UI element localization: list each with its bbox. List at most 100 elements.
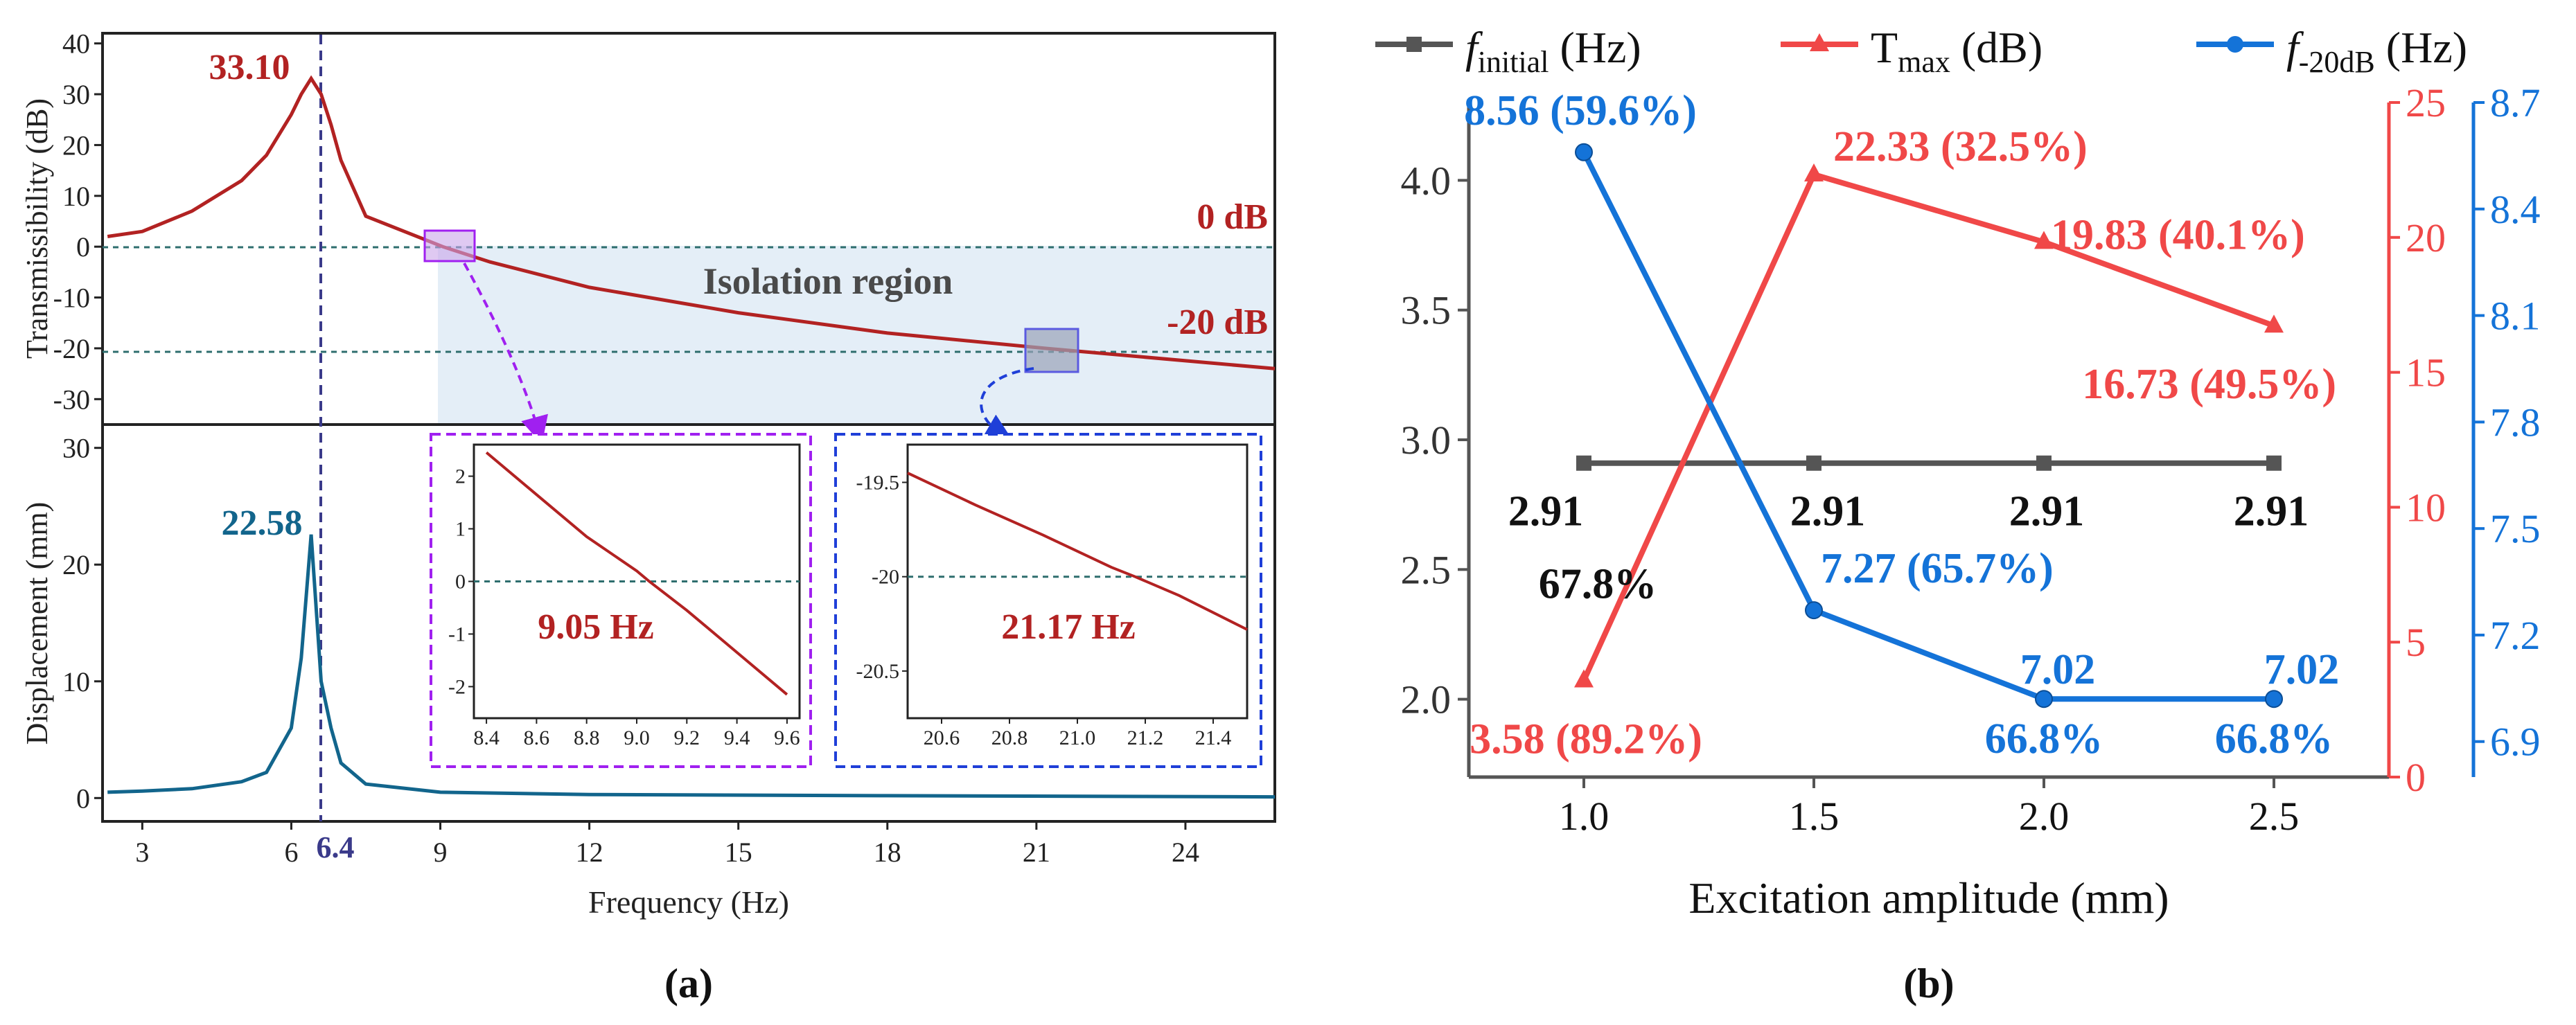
legend-label: finitial (Hz) (1465, 23, 1641, 79)
label-f-20db: 7.02 (2264, 646, 2340, 693)
label-f-initial-pct: 67.8% (1539, 561, 1657, 608)
ytick-label-tmax: 5 (2406, 620, 2426, 665)
displacement-curve (107, 534, 1276, 799)
xlabel-frequency: Frequency (Hz) (588, 884, 789, 920)
marker-f-20db (1805, 601, 1823, 620)
marker-t-max (1804, 163, 1824, 182)
inset-curve (907, 472, 1248, 631)
series-line-2 (1581, 151, 2274, 702)
marker-f-20db (1575, 143, 1593, 161)
series-line-1 (1581, 171, 2275, 682)
caption-a: (a) (664, 961, 713, 1006)
marker-f-20db (2035, 690, 2053, 708)
zoom-box-9hz (423, 229, 476, 262)
peak-frequency-label: 6.4 (317, 830, 355, 864)
ytick-label-transmissibility: 40 (62, 28, 90, 60)
label-f-20db-pct: 66.8% (1985, 715, 2103, 763)
ytick-label-tmax: 20 (2406, 215, 2446, 260)
ytick-label-left: 2.5 (1401, 547, 1452, 592)
ytick-label-transmissibility: -10 (53, 283, 90, 314)
legend-label: Tmax (dB) (1871, 23, 2043, 79)
peak-label-displacement: 22.58 (222, 503, 303, 543)
marker-t-max (2034, 231, 2054, 249)
inset-ytick-label: 2 (455, 465, 466, 488)
label-f-initial: 2.91 (1508, 488, 1584, 535)
inset-frame (906, 443, 1249, 720)
label-minus20db: -20 dB (1167, 303, 1268, 342)
ytick-label-transmissibility: 0 (76, 231, 90, 262)
inset-xtick-label: 9.0 (624, 727, 650, 749)
inset-xtick-label: 20.6 (924, 727, 960, 749)
ytick-label-displacement: 10 (62, 666, 90, 697)
ytick-label-tmax: 0 (2406, 755, 2426, 800)
inset-1-annotation: 9.05 Hz (538, 607, 654, 647)
xtick-label-frequency: 3 (135, 837, 149, 868)
xtick-label-excitation: 2.0 (2019, 794, 2070, 839)
ytick-label-f20db: 8.7 (2490, 80, 2541, 125)
xtick-label-frequency: 6 (284, 837, 298, 868)
marker-f-20db (2265, 690, 2283, 708)
inset-xtick-label: 8.8 (574, 727, 600, 749)
panel-b-axes: 1.0 1.5 2.0 2.5 2.0 2.5 3.0 3.5 4.0 0 5 10 15 20 25 6.9… (1401, 80, 2541, 839)
xtick-label-excitation: 2.5 (2249, 794, 2300, 839)
xtick-label-excitation: 1.5 (1789, 794, 1840, 839)
label-t-max: 3.58 (89.2%) (1470, 716, 1702, 763)
label-f-initial: 2.91 (1790, 488, 1866, 535)
label-f-20db-pct: 66.8% (2215, 715, 2334, 763)
legend-marker (1406, 37, 1422, 52)
panel-b-series (1574, 143, 2284, 708)
label-f-20db: 8.56 (59.6%) (1464, 87, 1697, 134)
ytick-label-transmissibility: 20 (62, 130, 90, 161)
ytick-label-left: 4.0 (1401, 158, 1452, 203)
zoom-box-21hz (1024, 328, 1079, 373)
label-0db: 0 dB (1197, 197, 1268, 237)
panel-a-bottom-frame (101, 423, 1276, 823)
xlabel-excitation: Excitation amplitude (mm) (1688, 873, 2169, 922)
ylabel-transmissibility: Transmissibility (dB) (20, 98, 54, 359)
inset-ytick-label: 1 (455, 518, 466, 541)
ytick-label-transmissibility: -20 (53, 333, 90, 364)
marker-f-initial (1576, 455, 1591, 471)
marker-t-max (1574, 669, 1594, 688)
inset-ytick-label: 0 (455, 571, 466, 594)
inset-frame (473, 443, 801, 720)
transmissibility-curve (107, 75, 1276, 371)
inset-xtick-label: 21.2 (1127, 727, 1164, 749)
legend-label: f-20dB (Hz) (2286, 23, 2467, 79)
marker-f-initial (1806, 455, 1821, 471)
inset-2: 20.6 20.8 21.0 21.2 21.4 -19.5 -20 -20.5 (856, 443, 1249, 749)
inset-xtick-label: 9.2 (674, 727, 700, 749)
caption-b: (b) (1903, 961, 1954, 1006)
inset-xtick-label: 9.6 (774, 727, 800, 749)
panel-b-data-labels: 2.91 2.91 2.91 2.91 67.8% 3.58 (89.2%) 22.33 (… (1464, 87, 2339, 763)
ytick-label-displacement: 0 (76, 783, 90, 814)
xtick-label-frequency: 12 (576, 837, 603, 868)
ytick-label-displacement: 20 (62, 549, 90, 580)
legend: finitial (Hz) Tmax (dB) f-20dB (Hz) (1375, 23, 2467, 79)
ytick-label-f20db: 7.8 (2490, 400, 2541, 445)
xtick-label-frequency: 15 (725, 837, 752, 868)
marker-f-initial (2036, 455, 2052, 471)
peak-label-transmissibility: 33.10 (209, 48, 290, 87)
inset-ytick-label: -19.5 (856, 471, 900, 494)
ytick-label-f20db: 6.9 (2490, 720, 2541, 765)
marker-t-max (2264, 314, 2284, 333)
ylabel-displacement: Displacement (mm) (20, 502, 54, 745)
ytick-label-transmissibility: 30 (62, 79, 90, 110)
ytick-label-tmax: 15 (2406, 350, 2446, 395)
isolation-region (438, 246, 1275, 425)
ytick-label-transmissibility: 10 (62, 181, 90, 212)
ytick-label-transmissibility: -30 (53, 384, 90, 415)
inset-xtick-label: 8.4 (473, 727, 500, 749)
inset-ytick-label: -2 (448, 675, 466, 698)
label-t-max: 22.33 (32.5%) (1833, 123, 2088, 170)
label-f-initial: 2.91 (2234, 488, 2309, 535)
inset-xtick-label: 20.8 (991, 727, 1028, 749)
isolation-region-label: Isolation region (703, 260, 953, 302)
ytick-label-left: 3.5 (1401, 288, 1452, 333)
ytick-label-f20db: 8.4 (2490, 187, 2541, 232)
inset-xtick-label: 21.0 (1059, 727, 1096, 749)
